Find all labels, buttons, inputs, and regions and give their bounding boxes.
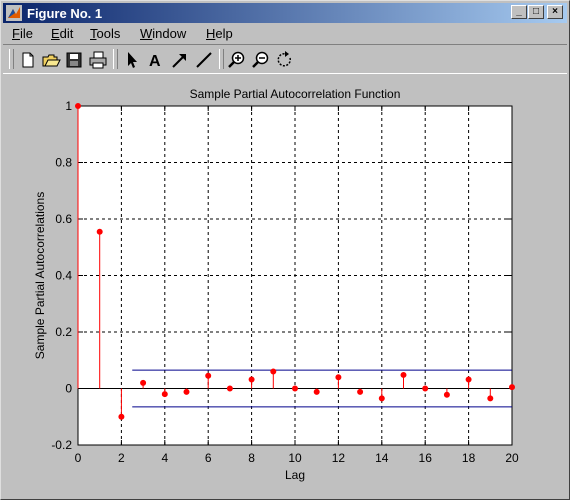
x-tick-label: 14 — [375, 451, 389, 465]
stem-marker — [443, 391, 450, 398]
pacf-plot: 0 2 4 6 8 10 12 14 16 18 20-0.200.20.40.60.81Sampl… — [33, 87, 519, 482]
x-tick-label: 18 — [462, 451, 476, 465]
save-button[interactable] — [63, 49, 85, 71]
rotate-3d-button[interactable] — [274, 49, 296, 71]
rotate-3d-icon — [277, 51, 291, 67]
toolbar-grip[interactable] — [9, 49, 14, 69]
y-tick-label: 0.4 — [55, 269, 72, 283]
stem-marker — [509, 384, 515, 391]
x-axis-label: Lag — [285, 468, 305, 482]
figure-canvas: 0 2 4 6 8 10 12 14 16 18 20 -0.2 0 0.2 0.4 0.6 0.8 1 Sampl… — [3, 75, 567, 497]
x-tick-label: 20 — [505, 451, 519, 465]
x-tick-label: 8 — [248, 451, 255, 465]
x-tick-label: 10 — [288, 451, 302, 465]
stem-marker — [75, 103, 81, 109]
stem-marker — [270, 368, 277, 375]
stem-marker — [335, 374, 342, 381]
insert-line-icon — [196, 52, 212, 68]
stem-marker — [465, 376, 472, 383]
stem-marker — [161, 391, 168, 398]
y-axis-label: Sample Partial Autocorrelations — [33, 192, 47, 359]
menu-bar: File Edit Tools Window Help — [3, 24, 567, 43]
insert-text-icon: A — [149, 53, 161, 70]
window-title: Figure No. 1 — [27, 6, 103, 21]
stem-marker — [357, 388, 364, 395]
stem-marker — [96, 228, 103, 235]
toolbar-separator — [113, 49, 118, 69]
stem-marker — [226, 385, 233, 392]
insert-arrow-icon — [172, 54, 186, 68]
menu-tools[interactable]: Tools — [90, 26, 121, 41]
x-tick-label: 0 — [75, 451, 82, 465]
stem-marker — [140, 379, 147, 386]
select-arrow-icon — [128, 52, 137, 68]
x-tick-label: 16 — [419, 451, 433, 465]
matlab-logo-icon — [6, 5, 22, 21]
menu-window[interactable]: Window — [140, 26, 187, 41]
toolbar-separator — [219, 49, 224, 69]
stem-marker — [248, 376, 255, 383]
open-folder-icon — [42, 54, 61, 67]
print-button[interactable] — [87, 49, 109, 71]
menu-help[interactable]: Help — [206, 26, 233, 41]
y-tick-label: -0.2 — [51, 438, 72, 452]
x-tick-label: 6 — [205, 451, 212, 465]
maximize-button[interactable]: □ — [528, 5, 544, 19]
minimize-button[interactable]: _ — [511, 5, 527, 19]
stem-marker — [118, 413, 125, 420]
chart-title: Sample Partial Autocorrelation Function — [190, 87, 401, 101]
stem-marker — [183, 388, 190, 395]
svg-text:A: A — [149, 53, 161, 70]
close-button[interactable]: × — [547, 5, 563, 19]
y-tick-label: 1 — [65, 99, 72, 113]
stem-marker — [422, 385, 429, 392]
stem-marker — [487, 395, 494, 402]
select-button[interactable] — [121, 49, 143, 71]
x-tick-label: 12 — [332, 451, 346, 465]
maximize-icon: □ — [532, 6, 540, 17]
open-button[interactable] — [40, 49, 62, 71]
stem-marker — [292, 385, 298, 392]
y-tick-label: 0.6 — [55, 212, 72, 226]
zoom-out-button[interactable] — [250, 49, 272, 71]
zoom-in-button[interactable] — [226, 49, 248, 71]
x-tick-label: 2 — [118, 451, 125, 465]
save-disk-icon — [66, 52, 82, 68]
title-bar[interactable]: Figure No. 1 _ □ × — [3, 3, 567, 23]
close-icon: × — [552, 6, 558, 17]
stem-marker — [400, 371, 407, 378]
minimize-icon: _ — [516, 6, 522, 17]
toolbar: A — [3, 44, 567, 74]
insert-line-button[interactable] — [193, 49, 215, 71]
menu-file[interactable]: File — [12, 26, 33, 41]
stem-marker — [313, 388, 320, 395]
zoom-in-icon — [228, 51, 245, 68]
zoom-out-icon — [252, 51, 269, 68]
menu-edit[interactable]: Edit — [51, 26, 74, 41]
insert-text-button[interactable]: A — [145, 49, 167, 71]
stem-marker — [205, 372, 212, 379]
y-tick-label: 0 — [65, 382, 72, 396]
y-tick-label: 0.8 — [55, 156, 72, 170]
new-figure-button[interactable] — [17, 49, 39, 71]
insert-arrow-button[interactable] — [169, 49, 191, 71]
stem-marker — [378, 395, 385, 402]
y-tick-label: 0.2 — [55, 325, 72, 339]
new-figure-icon — [22, 52, 34, 68]
print-icon — [89, 51, 107, 69]
x-tick-label: 4 — [161, 451, 168, 465]
